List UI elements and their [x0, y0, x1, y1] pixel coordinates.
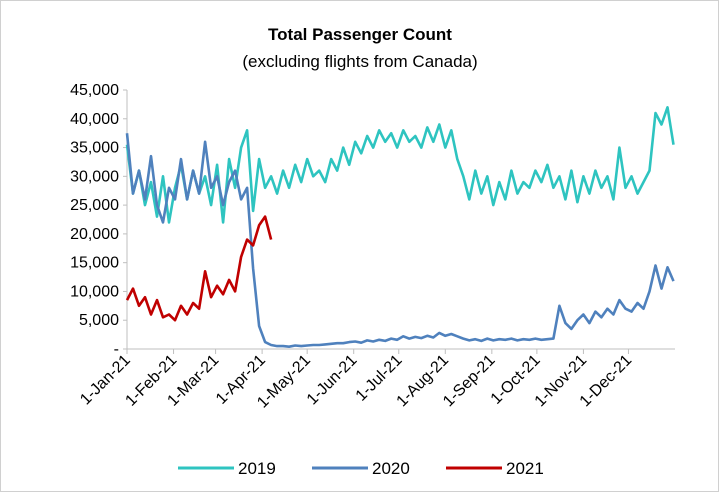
y-tick-label: 35,000 [70, 140, 119, 157]
y-tick-label: 5,000 [79, 312, 119, 329]
y-tick-label: 10,000 [70, 283, 119, 300]
y-tick-label: - [114, 341, 119, 358]
y-tick-label: 30,000 [70, 168, 119, 185]
legend-label: 2020 [372, 459, 410, 478]
y-tick-label: 45,000 [70, 82, 119, 99]
y-tick-label: 20,000 [70, 226, 119, 243]
series-line [125, 106, 675, 224]
y-tick-label: 25,000 [70, 197, 119, 214]
chart-title: Total Passenger Count [268, 25, 452, 44]
series-line [125, 215, 273, 322]
legend-label: 2019 [238, 459, 276, 478]
legend-label: 2021 [506, 459, 544, 478]
y-tick-label: 15,000 [70, 255, 119, 272]
y-tick-label: 40,000 [70, 111, 119, 128]
chart-subtitle: (excluding flights from Canada) [242, 52, 477, 71]
series-line [125, 133, 675, 348]
